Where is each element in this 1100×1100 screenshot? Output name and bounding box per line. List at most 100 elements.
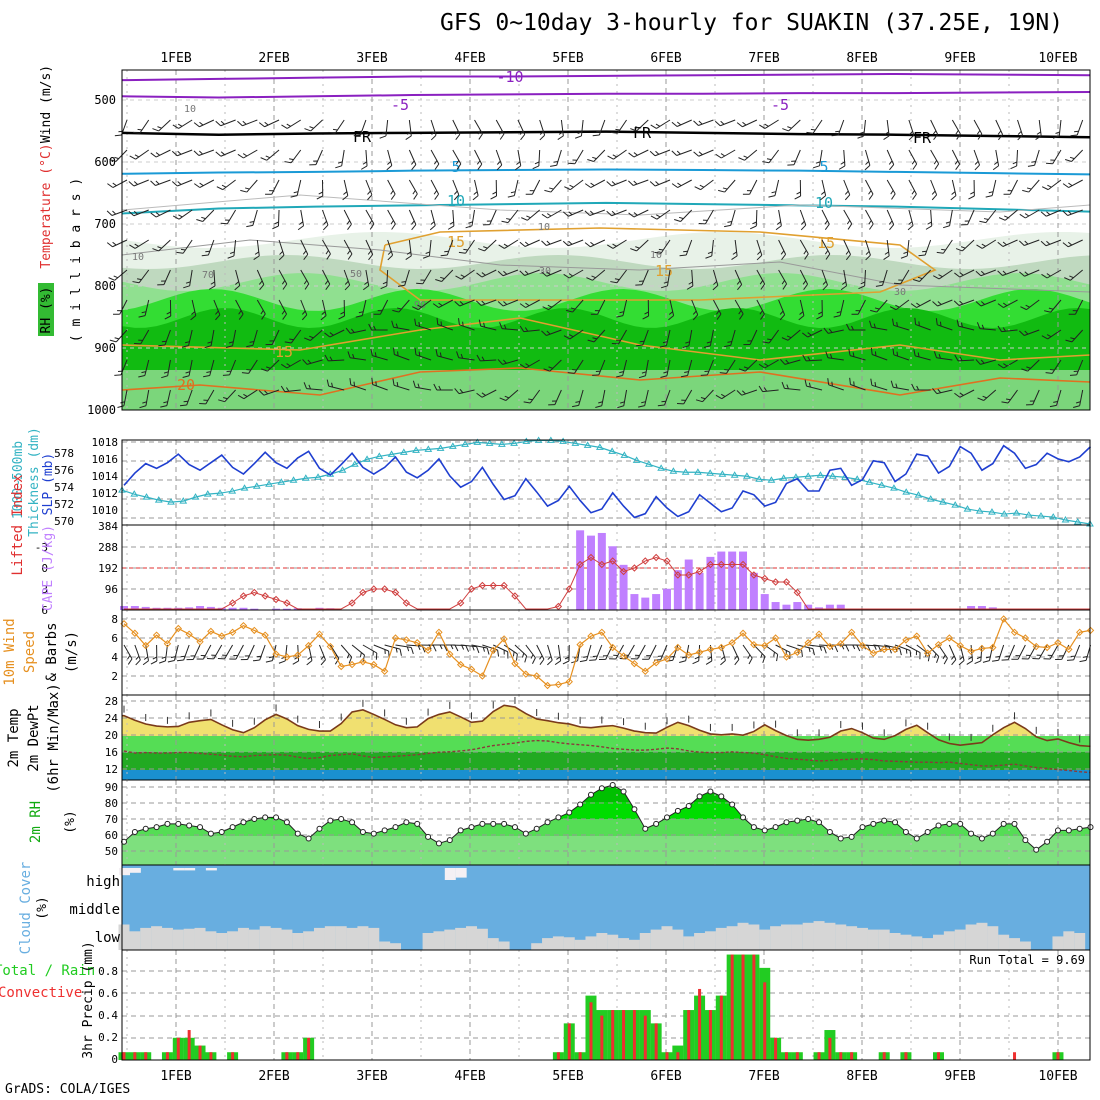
wind-barb <box>190 299 197 321</box>
thickness-marker <box>375 452 384 459</box>
wind-barb <box>363 269 370 291</box>
cloud-low-bar <box>487 938 499 950</box>
wind-barb <box>519 299 540 308</box>
wind-speed-marker <box>554 680 563 689</box>
wind-barb <box>671 179 692 188</box>
wind-speed-marker <box>576 640 584 649</box>
wind-speed-marker <box>250 626 259 635</box>
cape-bar <box>793 602 802 610</box>
wind-barb <box>203 359 215 378</box>
surface-wind-barb <box>753 644 766 664</box>
rh-marker <box>631 806 638 813</box>
thickness-marker <box>167 498 175 505</box>
wind-speed-marker <box>695 648 704 656</box>
thickness-marker <box>902 488 911 495</box>
cloud-low-bar <box>563 937 575 950</box>
wind-barb <box>712 299 722 320</box>
wind-barb <box>781 329 801 341</box>
slp-line <box>123 444 1092 519</box>
wind-barb <box>476 354 497 362</box>
wind-barb <box>889 299 910 311</box>
date-label-top: 3FEB <box>356 51 387 66</box>
thickness-marker <box>816 471 825 478</box>
cape-tick: 288 <box>98 541 118 554</box>
wind-barb <box>951 149 961 170</box>
rh-marker <box>1054 827 1061 834</box>
isotherm-line <box>121 90 1091 99</box>
wind-barb <box>930 149 940 170</box>
wind-barb <box>237 149 258 159</box>
cloud-low-bar <box>118 924 130 950</box>
surface-wind-barb <box>150 644 158 665</box>
cloud-low-bar <box>357 926 369 950</box>
date-label-bottom: 9FEB <box>944 1069 975 1084</box>
surface-wind-barb <box>579 644 592 663</box>
wind-barb <box>284 329 302 344</box>
wind-barb <box>501 209 519 224</box>
surface-wind-barb <box>1066 644 1081 661</box>
thickness-marker <box>853 475 862 482</box>
wind-barb <box>628 149 649 158</box>
date-label-bottom: 1FEB <box>160 1069 191 1084</box>
thickness-marker <box>730 471 739 478</box>
wind-barb <box>693 149 714 157</box>
cloud-low-bar <box>965 924 977 950</box>
wind-speed-marker <box>728 639 736 647</box>
wind-barb <box>979 209 997 224</box>
cloud-low-bar <box>313 927 325 950</box>
wind-speed-marker <box>826 642 834 651</box>
thickness-marker <box>608 447 617 454</box>
wind-barb <box>870 378 888 391</box>
wind-barb <box>1045 359 1062 374</box>
rh-marker <box>750 824 757 831</box>
wind-barb <box>256 269 265 291</box>
wind-barb <box>563 329 584 340</box>
wind-speed-marker <box>402 636 411 644</box>
cape-bar <box>586 535 595 610</box>
wind-barb <box>883 119 890 141</box>
wind-barb <box>237 119 258 127</box>
wind-speed-marker <box>1043 643 1051 652</box>
wind-barb <box>738 149 758 161</box>
wind-barb <box>392 378 410 391</box>
surface-wind-barb <box>525 644 536 665</box>
date-label-top: 2FEB <box>258 51 289 66</box>
wind-barb <box>161 359 171 379</box>
wind-speed-marker <box>359 658 367 666</box>
cloud-low-bar <box>704 931 716 950</box>
cloud-low-bar <box>1019 941 1031 950</box>
cloud-low-bar <box>455 927 467 950</box>
wind-speed-marker <box>880 645 888 654</box>
cape-bar <box>272 608 281 610</box>
wind-barb <box>541 329 562 336</box>
wind-barb <box>719 359 736 374</box>
wind-barb <box>171 179 193 187</box>
lifted-index-marker <box>630 564 639 572</box>
lifted-index-marker <box>739 560 747 569</box>
thickness-marker <box>424 445 433 452</box>
lifted-index-marker <box>370 585 378 593</box>
panel-frame <box>121 439 1091 526</box>
thickness-marker <box>387 450 396 457</box>
wind-speed-marker <box>1054 639 1062 647</box>
lifted-index-marker <box>228 599 237 607</box>
wind-barb <box>234 269 241 291</box>
wind-barb <box>908 149 918 170</box>
rh-marker <box>435 840 442 847</box>
temp-tick: 16 <box>105 746 118 759</box>
thickness-marker <box>473 438 482 445</box>
wind-barb <box>515 149 522 171</box>
wind-speed-marker <box>174 624 183 633</box>
rh-marker <box>349 819 356 826</box>
wind-barb <box>700 359 714 376</box>
rh-marker <box>642 825 649 832</box>
thickness-tick: 570 <box>54 515 74 528</box>
wind-barb <box>548 389 562 406</box>
cloud-high-bar <box>184 868 196 871</box>
wind-barb <box>976 239 997 249</box>
thickness-marker <box>436 444 445 451</box>
wind-speed-marker <box>804 639 812 647</box>
rh-contour-label: 10 <box>538 222 550 233</box>
wind-speed-marker <box>815 630 823 638</box>
wind-barb <box>724 329 736 348</box>
